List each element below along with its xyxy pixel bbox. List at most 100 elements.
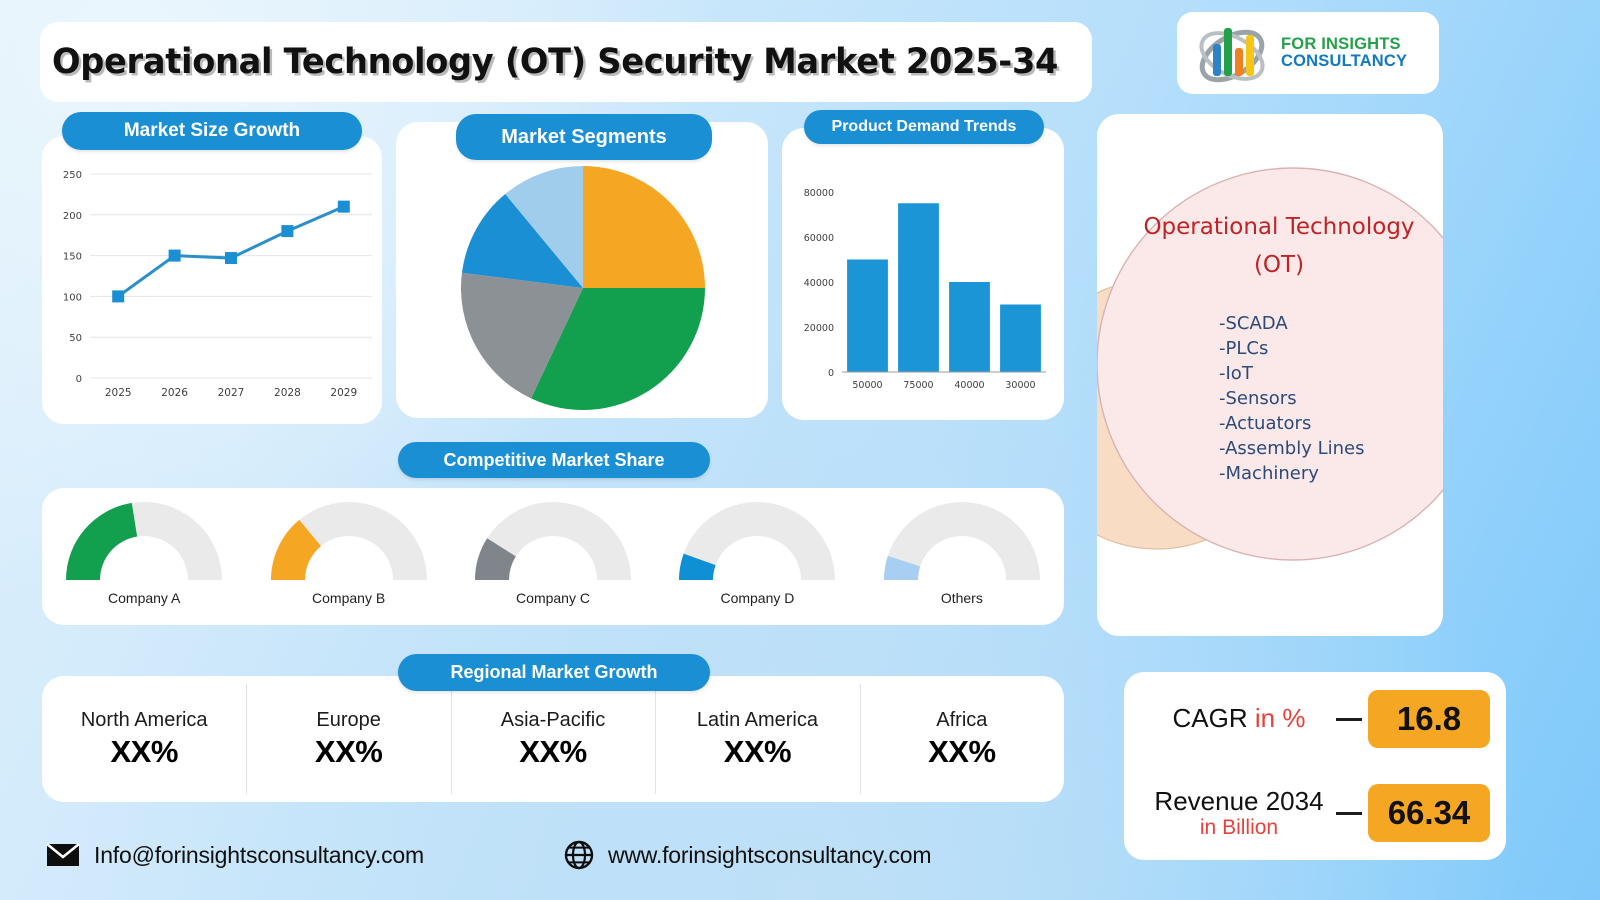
svg-text:80000: 80000 [804,188,834,199]
cagr-label-accent: in % [1247,703,1306,734]
svg-text:40000: 40000 [954,380,984,391]
svg-text:2029: 2029 [330,387,357,399]
revenue-value: 66.34 [1368,784,1490,842]
gauge-arc [475,502,632,580]
title-card: Operational Technology (OT) Security Mar… [40,22,1092,102]
logo-wordmark: FOR INSIGHTS CONSULTANCY [1281,34,1408,71]
gauge-label: Company A [108,590,181,606]
market-size-growth-title: Market Size Growth [62,112,362,150]
ot-item: -Assembly Lines [1219,438,1364,459]
svg-text:20000: 20000 [804,323,834,334]
footer-email[interactable]: Info@forinsightsconsultancy.com [46,842,424,869]
gauge-4: Company D [655,492,859,622]
svg-text:250: 250 [63,170,82,181]
svg-text:2027: 2027 [218,387,245,399]
ot-item: -Machinery [1219,463,1319,484]
svg-text:2026: 2026 [161,387,188,399]
revenue-label-main: Revenue 2034 [1154,785,1324,816]
market-size-growth-card [42,136,382,424]
bar-chart-x-axis-labels: 50000 75000 40000 30000 [852,380,1035,391]
gauge-arc [66,502,223,580]
footer-email-text: Info@forinsightsconsultancy.com [94,841,424,868]
revenue-label: Revenue 2034 in Billion [1142,785,1336,840]
gauge-arc [270,502,427,580]
svg-text:0: 0 [828,368,834,379]
bar-chart-bars [842,203,1046,373]
footer-website[interactable]: www.forinsightsconsultancy.com [564,840,932,870]
svg-text:0: 0 [76,374,82,385]
revenue-dash-icon [1336,811,1362,815]
gauge-arc [679,502,836,580]
cagr-label: CAGR in % [1142,704,1336,733]
region-value: XX% [723,733,792,769]
regional-row: North America XX% Europe XX% Asia-Pacific XX%… [42,676,1064,802]
ot-item-list: -SCADA -PLCs -IoT -Sensors -Actuators -Assemb… [1219,313,1364,484]
ot-item: -Actuators [1219,413,1311,434]
gauge-1: Company A [42,492,246,622]
bar-chart-swoosh-logo-icon [1199,28,1265,83]
logo-line-1: FOR INSIGHTS [1281,34,1401,53]
gauge-label: Company D [720,590,795,606]
svg-text:100: 100 [63,292,82,303]
gauge-label: Company C [516,590,590,606]
svg-text:30000: 30000 [1005,380,1035,391]
ot-item: -Sensors [1219,388,1297,409]
cagr-dash-icon [1336,717,1362,721]
product-demand-trends-title: Product Demand Trends [804,110,1044,144]
key-stats-card: CAGR in % 16.8 Revenue 2034 in Billion 6… [1124,672,1506,860]
page-title: Operational Technology (OT) Security Mar… [52,42,1059,82]
region-value: XX% [314,733,383,769]
region-cell-5: Africa XX% [859,676,1064,802]
market-segments-title: Market Segments [456,114,712,160]
company-logo[interactable]: FOR INSIGHTS CONSULTANCY [1177,12,1439,94]
region-name: Europe [316,708,381,731]
footer-website-text: www.forinsightsconsultancy.com [607,841,932,868]
svg-text:40000: 40000 [804,278,834,289]
svg-text:200: 200 [63,211,82,222]
ot-item: -SCADA [1219,313,1288,334]
region-value: XX% [519,733,587,769]
gauge-row: Company A Company B Company C Company D Othe… [42,492,1064,622]
stat-row-cagr: CAGR in % 16.8 [1124,672,1506,766]
pie-chart [461,166,705,410]
region-name: North America [80,708,208,731]
svg-text:75000: 75000 [903,380,933,391]
region-value: XX% [110,733,178,769]
ot-circle [1097,167,1443,561]
regional-market-growth-card [42,676,1064,802]
line-chart-gridlines [90,173,372,379]
globe-icon [564,840,594,870]
svg-text:50000: 50000 [852,380,882,391]
ot-title-line-1: Operational Technology [1143,214,1414,240]
gauge-label: Company B [312,590,386,606]
pie-chart-slices [461,166,705,410]
svg-text:60000: 60000 [804,233,834,244]
region-cell-4: Latin America XX% [655,676,859,802]
svg-text:50: 50 [69,333,82,344]
competitive-market-share-title: Competitive Market Share [398,442,710,478]
envelope-icon [46,842,80,866]
region-name: Africa [936,708,988,731]
cagr-label-main: CAGR [1172,703,1248,734]
regional-market-growth-title: Regional Market Growth [398,654,710,691]
gauge-arc [883,502,1040,580]
gauge-3: Company C [451,492,655,622]
cagr-value: 16.8 [1368,690,1490,748]
bar-chart: 0 20000 40000 60000 80000 50000 75000 40000 300… [804,188,1046,391]
ot-item: -IoT [1219,363,1254,384]
ot-definition-card: Operational Technology (OT) -SCADA -PLCs -… [1097,114,1443,636]
line-chart: 0 50 100 150 200 250 2025 2026 2027 2028 2029 [63,170,372,399]
ot-item: -PLCs [1219,338,1268,359]
footer: Info@forinsightsconsultancy.com www.fori… [0,826,1100,884]
gauge-label: Others [940,590,983,606]
ot-title-line-2: (OT) [1254,252,1304,278]
logo-line-2: CONSULTANCY [1281,52,1408,70]
gauge-2: Company B [246,492,450,622]
gauge-5: Others [860,492,1064,622]
revenue-label-second: in Billion [1199,815,1279,839]
svg-text:2025: 2025 [105,387,132,399]
region-cell-1: North America XX% [42,676,246,802]
svg-text:2028: 2028 [274,387,301,399]
region-value: XX% [928,733,996,769]
